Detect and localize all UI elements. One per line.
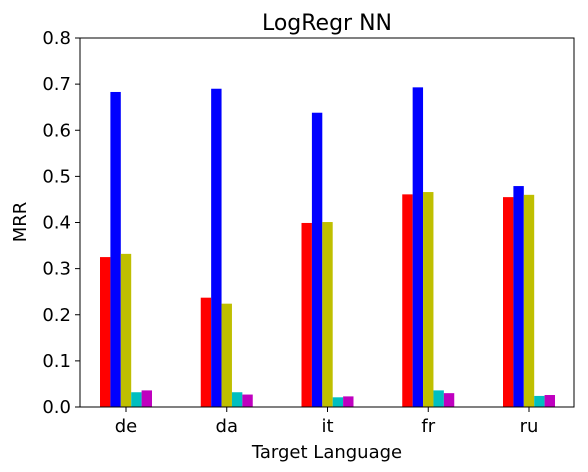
bar-ru-0 — [503, 197, 514, 407]
x-tick-label-ru: ru — [520, 416, 539, 437]
bars-group — [100, 87, 555, 408]
bar-de-3 — [131, 392, 142, 407]
chart-title: LogRegr NN — [262, 11, 392, 36]
bar-ru-2 — [523, 194, 535, 407]
bar-da-1 — [211, 88, 222, 408]
bar-fr-4 — [443, 393, 455, 407]
y-tick-label: 0.2 — [42, 305, 71, 326]
bar-fr-3 — [433, 390, 444, 407]
bar-da-0 — [200, 297, 212, 407]
bar-de-2 — [120, 253, 132, 407]
bar-it-4 — [343, 396, 354, 407]
bar-de-1 — [110, 91, 121, 407]
x-tick-label-da: da — [216, 416, 238, 437]
bar-fr-0 — [402, 194, 413, 407]
bar-fr-2 — [423, 192, 434, 407]
bar-fr-1 — [412, 87, 424, 407]
x-axis-title: Target Language — [251, 442, 402, 463]
bar-it-3 — [332, 397, 344, 407]
bar-it-1 — [311, 112, 323, 407]
y-tick-label: 0.6 — [42, 120, 71, 141]
y-axis-title: MRR — [10, 202, 31, 243]
y-tick-label: 0.8 — [42, 28, 71, 49]
bar-ru-3 — [534, 395, 545, 407]
bar-da-2 — [221, 303, 232, 407]
bar-ru-1 — [513, 186, 524, 407]
y-tick-label: 0.0 — [42, 397, 71, 418]
bar-it-2 — [322, 222, 333, 407]
x-tick-label-de: de — [115, 416, 138, 437]
bar-da-4 — [242, 394, 253, 407]
y-tick-label: 0.7 — [42, 74, 71, 95]
bar-it-0 — [301, 222, 312, 407]
y-tick-label: 0.1 — [42, 351, 71, 372]
x-tick-label-fr: fr — [421, 416, 435, 437]
y-tick-label: 0.4 — [42, 213, 71, 234]
bar-de-4 — [141, 390, 152, 407]
bar-ru-4 — [544, 395, 555, 407]
y-tick-label: 0.3 — [42, 259, 71, 280]
y-tick-label: 0.5 — [42, 166, 71, 187]
bar-de-0 — [100, 257, 111, 407]
x-tick-label-it: it — [321, 416, 333, 437]
bar-da-3 — [231, 392, 243, 407]
x-axis: de da it fr ru — [115, 407, 539, 437]
y-axis: 0.0 0.1 0.2 0.3 0.4 0.5 0.6 0.7 0.8 — [42, 28, 80, 418]
